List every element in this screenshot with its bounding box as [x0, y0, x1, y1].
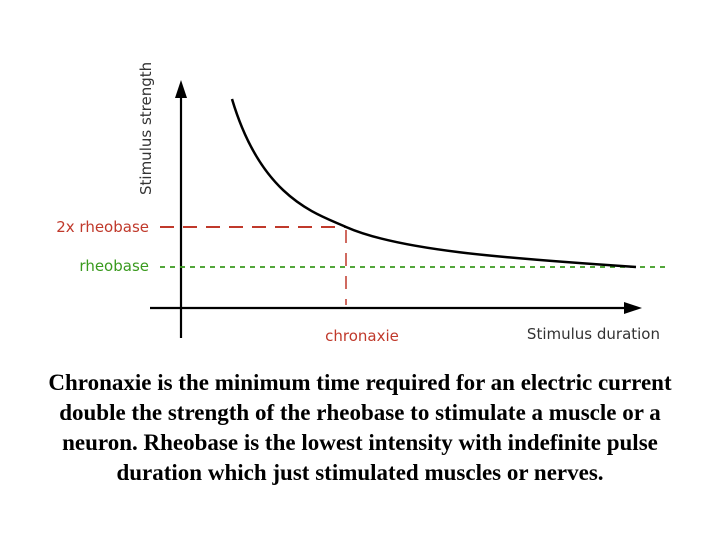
rheobase-label: rheobase [79, 257, 149, 275]
strength-duration-curve [230, 98, 637, 269]
chronaxie-label: chronaxie [325, 327, 399, 345]
y-axis-label: Stimulus strength [137, 62, 155, 195]
two-x-rheobase-label: 2x rheobase [56, 218, 149, 236]
x-axis-label: Stimulus duration [527, 325, 660, 343]
strength-duration-diagram: Stimulus strength 2x rheobase rheobase c… [56, 62, 668, 345]
y-axis-arrowhead [175, 80, 187, 98]
x-axis-arrowhead [624, 302, 642, 314]
caption: Chronaxie is the minimum time required f… [48, 370, 672, 485]
